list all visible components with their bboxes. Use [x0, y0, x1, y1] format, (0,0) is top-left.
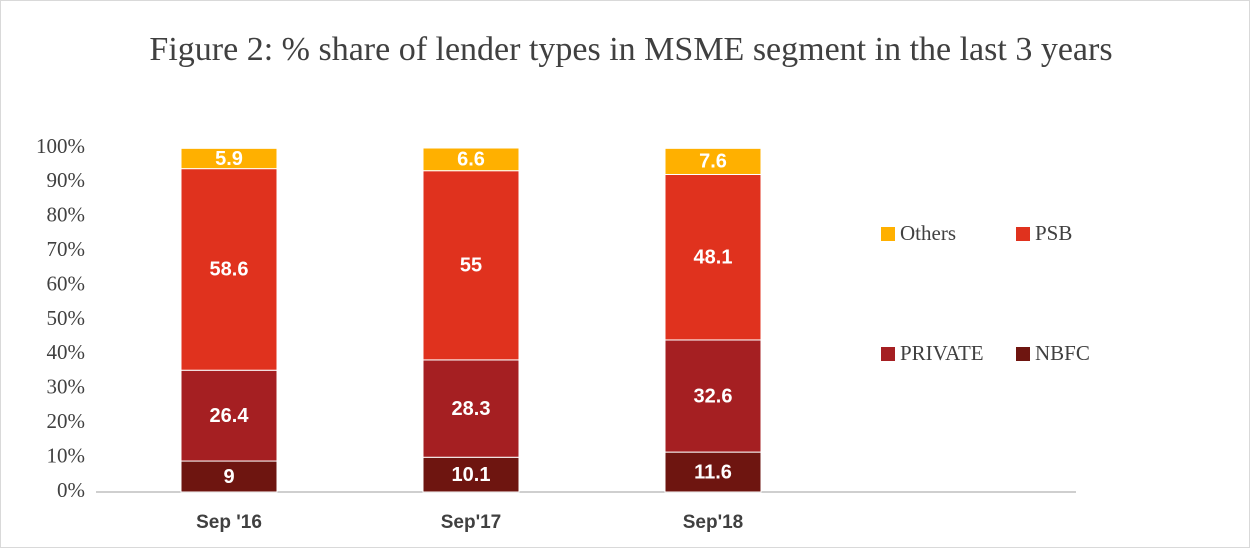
y-tick-label: 0%: [57, 478, 85, 502]
y-tick-label: 50%: [47, 306, 86, 330]
data-label: 32.6: [694, 385, 733, 407]
legend-label: Others: [900, 221, 956, 245]
y-tick-label: 90%: [47, 168, 86, 192]
y-tick-label: 60%: [47, 271, 86, 295]
chart-title: Figure 2: % share of lender types in MSM…: [149, 31, 1113, 68]
data-label: 7.6: [699, 151, 727, 173]
bar-segment: [180, 460, 278, 493]
bar-segment: [422, 359, 520, 458]
y-tick-label: 40%: [47, 340, 86, 364]
bar-segment: [422, 170, 520, 361]
y-tick-label: 10%: [47, 443, 86, 467]
bar-segment: [180, 168, 278, 371]
legend-label: PRIVATE: [900, 341, 984, 365]
data-label: 9: [223, 466, 234, 488]
data-label: 10.1: [452, 464, 491, 486]
legend-swatch: [1016, 347, 1030, 361]
bar-segment: [664, 173, 762, 341]
bar-segment: [180, 147, 278, 170]
legend-label: NBFC: [1035, 341, 1090, 365]
x-tick-label: Sep'18: [683, 512, 744, 533]
data-label: 58.6: [210, 259, 249, 281]
data-label: 6.6: [457, 149, 485, 171]
bar-segment: [664, 147, 762, 175]
legend-swatch: [1016, 227, 1030, 241]
y-tick-label: 70%: [47, 237, 86, 261]
legend-swatch: [881, 347, 895, 361]
bar-segment: [664, 339, 762, 453]
bar-segment: [664, 451, 762, 493]
y-tick-label: 30%: [47, 375, 86, 399]
y-tick-label: 80%: [47, 203, 86, 227]
legend-swatch: [881, 227, 895, 241]
x-tick-label: Sep'17: [441, 512, 502, 533]
data-label: 48.1: [694, 247, 733, 269]
y-tick-label: 100%: [36, 134, 85, 158]
y-tick-label: 20%: [47, 409, 86, 433]
data-label: 55: [460, 255, 482, 277]
bar-segment: [180, 369, 278, 462]
bar-segment: [422, 456, 520, 493]
x-tick-label: Sep '16: [196, 512, 262, 533]
data-label: 28.3: [452, 398, 491, 420]
bar-segment: [422, 147, 520, 172]
data-label: 5.9: [215, 148, 243, 170]
data-label: 26.4: [210, 405, 250, 427]
legend-label: PSB: [1035, 221, 1072, 245]
data-label: 11.6: [694, 461, 732, 483]
